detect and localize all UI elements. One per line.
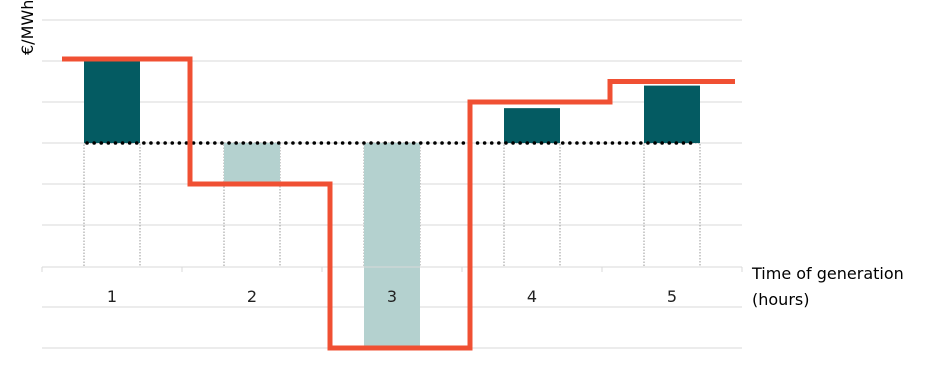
x-tick-labels: 1 2 3 4 5 <box>107 287 677 306</box>
bar-outline-1 <box>83 142 141 268</box>
price-line <box>62 56 735 351</box>
x-axis-title-line-1: Time of generation <box>751 264 904 283</box>
price-step-line <box>62 56 735 351</box>
x-axis-title-line-2: (hours) <box>752 290 809 309</box>
x-tick-label-4: 4 <box>527 287 537 306</box>
x-axis <box>41 266 743 272</box>
bar-outline-4 <box>503 142 561 268</box>
bar-1 <box>84 61 140 143</box>
bar-2 <box>224 143 280 184</box>
bar-outline-5 <box>643 142 701 268</box>
x-tick-label-3: 3 <box>387 287 397 306</box>
bar-5 <box>644 85 700 143</box>
x-tick-label-5: 5 <box>667 287 677 306</box>
x-tick-label-2: 2 <box>247 287 257 306</box>
bar-3 <box>364 143 420 348</box>
bar-4 <box>504 108 560 143</box>
bars <box>84 61 700 348</box>
y-axis-title: €/MWh <box>18 0 37 55</box>
x-tick-label-1: 1 <box>107 287 117 306</box>
